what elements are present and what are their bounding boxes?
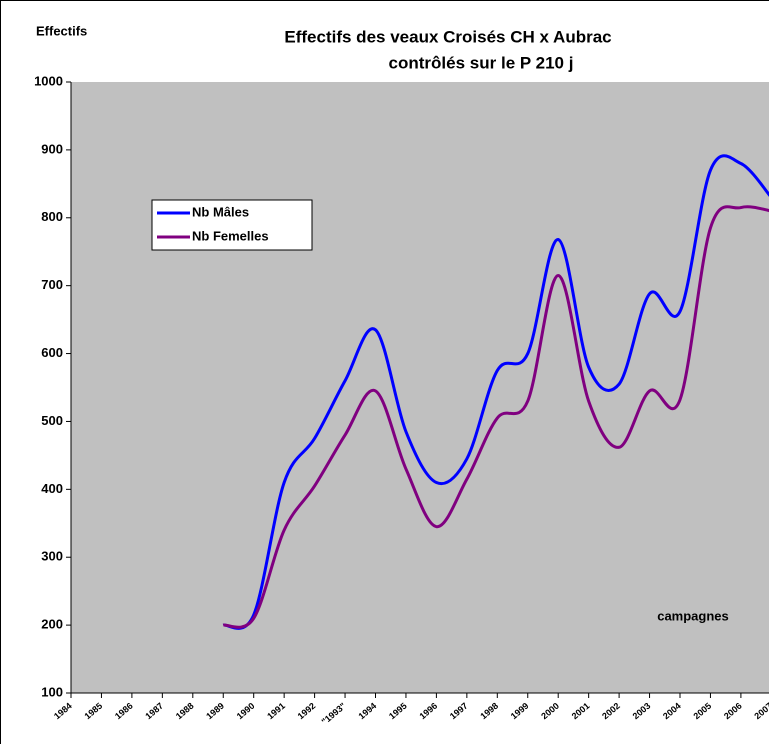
legend-label: Nb Femelles <box>192 228 269 243</box>
series-line <box>222 154 769 630</box>
legend: Nb Mâles Nb Femelles <box>151 199 313 251</box>
y-tick-label: 600 <box>41 345 63 360</box>
y-tick-label: 200 <box>41 617 63 632</box>
x-axis-label: campagnes <box>657 608 729 623</box>
plot-area <box>71 82 769 693</box>
y-tick-label: 800 <box>41 209 63 224</box>
chart-title: contrôlés sur le P 210 j <box>389 53 574 72</box>
y-tick-label: 400 <box>41 481 63 496</box>
y-axis-label: Effectifs <box>36 23 87 38</box>
y-tick-label: 700 <box>41 277 63 292</box>
y-tick-label: 100 <box>41 684 63 699</box>
y-tick-label: 500 <box>41 413 63 428</box>
legend-label: Nb Mâles <box>192 204 249 219</box>
series-line <box>222 205 769 629</box>
y-tick-label: 900 <box>41 141 63 156</box>
y-tick-label: 300 <box>41 549 63 564</box>
y-tick-label: 1000 <box>34 73 63 88</box>
legend-box <box>151 199 313 251</box>
chart-title: Effectifs des veaux Croisés CH x Aubrac <box>284 27 611 46</box>
